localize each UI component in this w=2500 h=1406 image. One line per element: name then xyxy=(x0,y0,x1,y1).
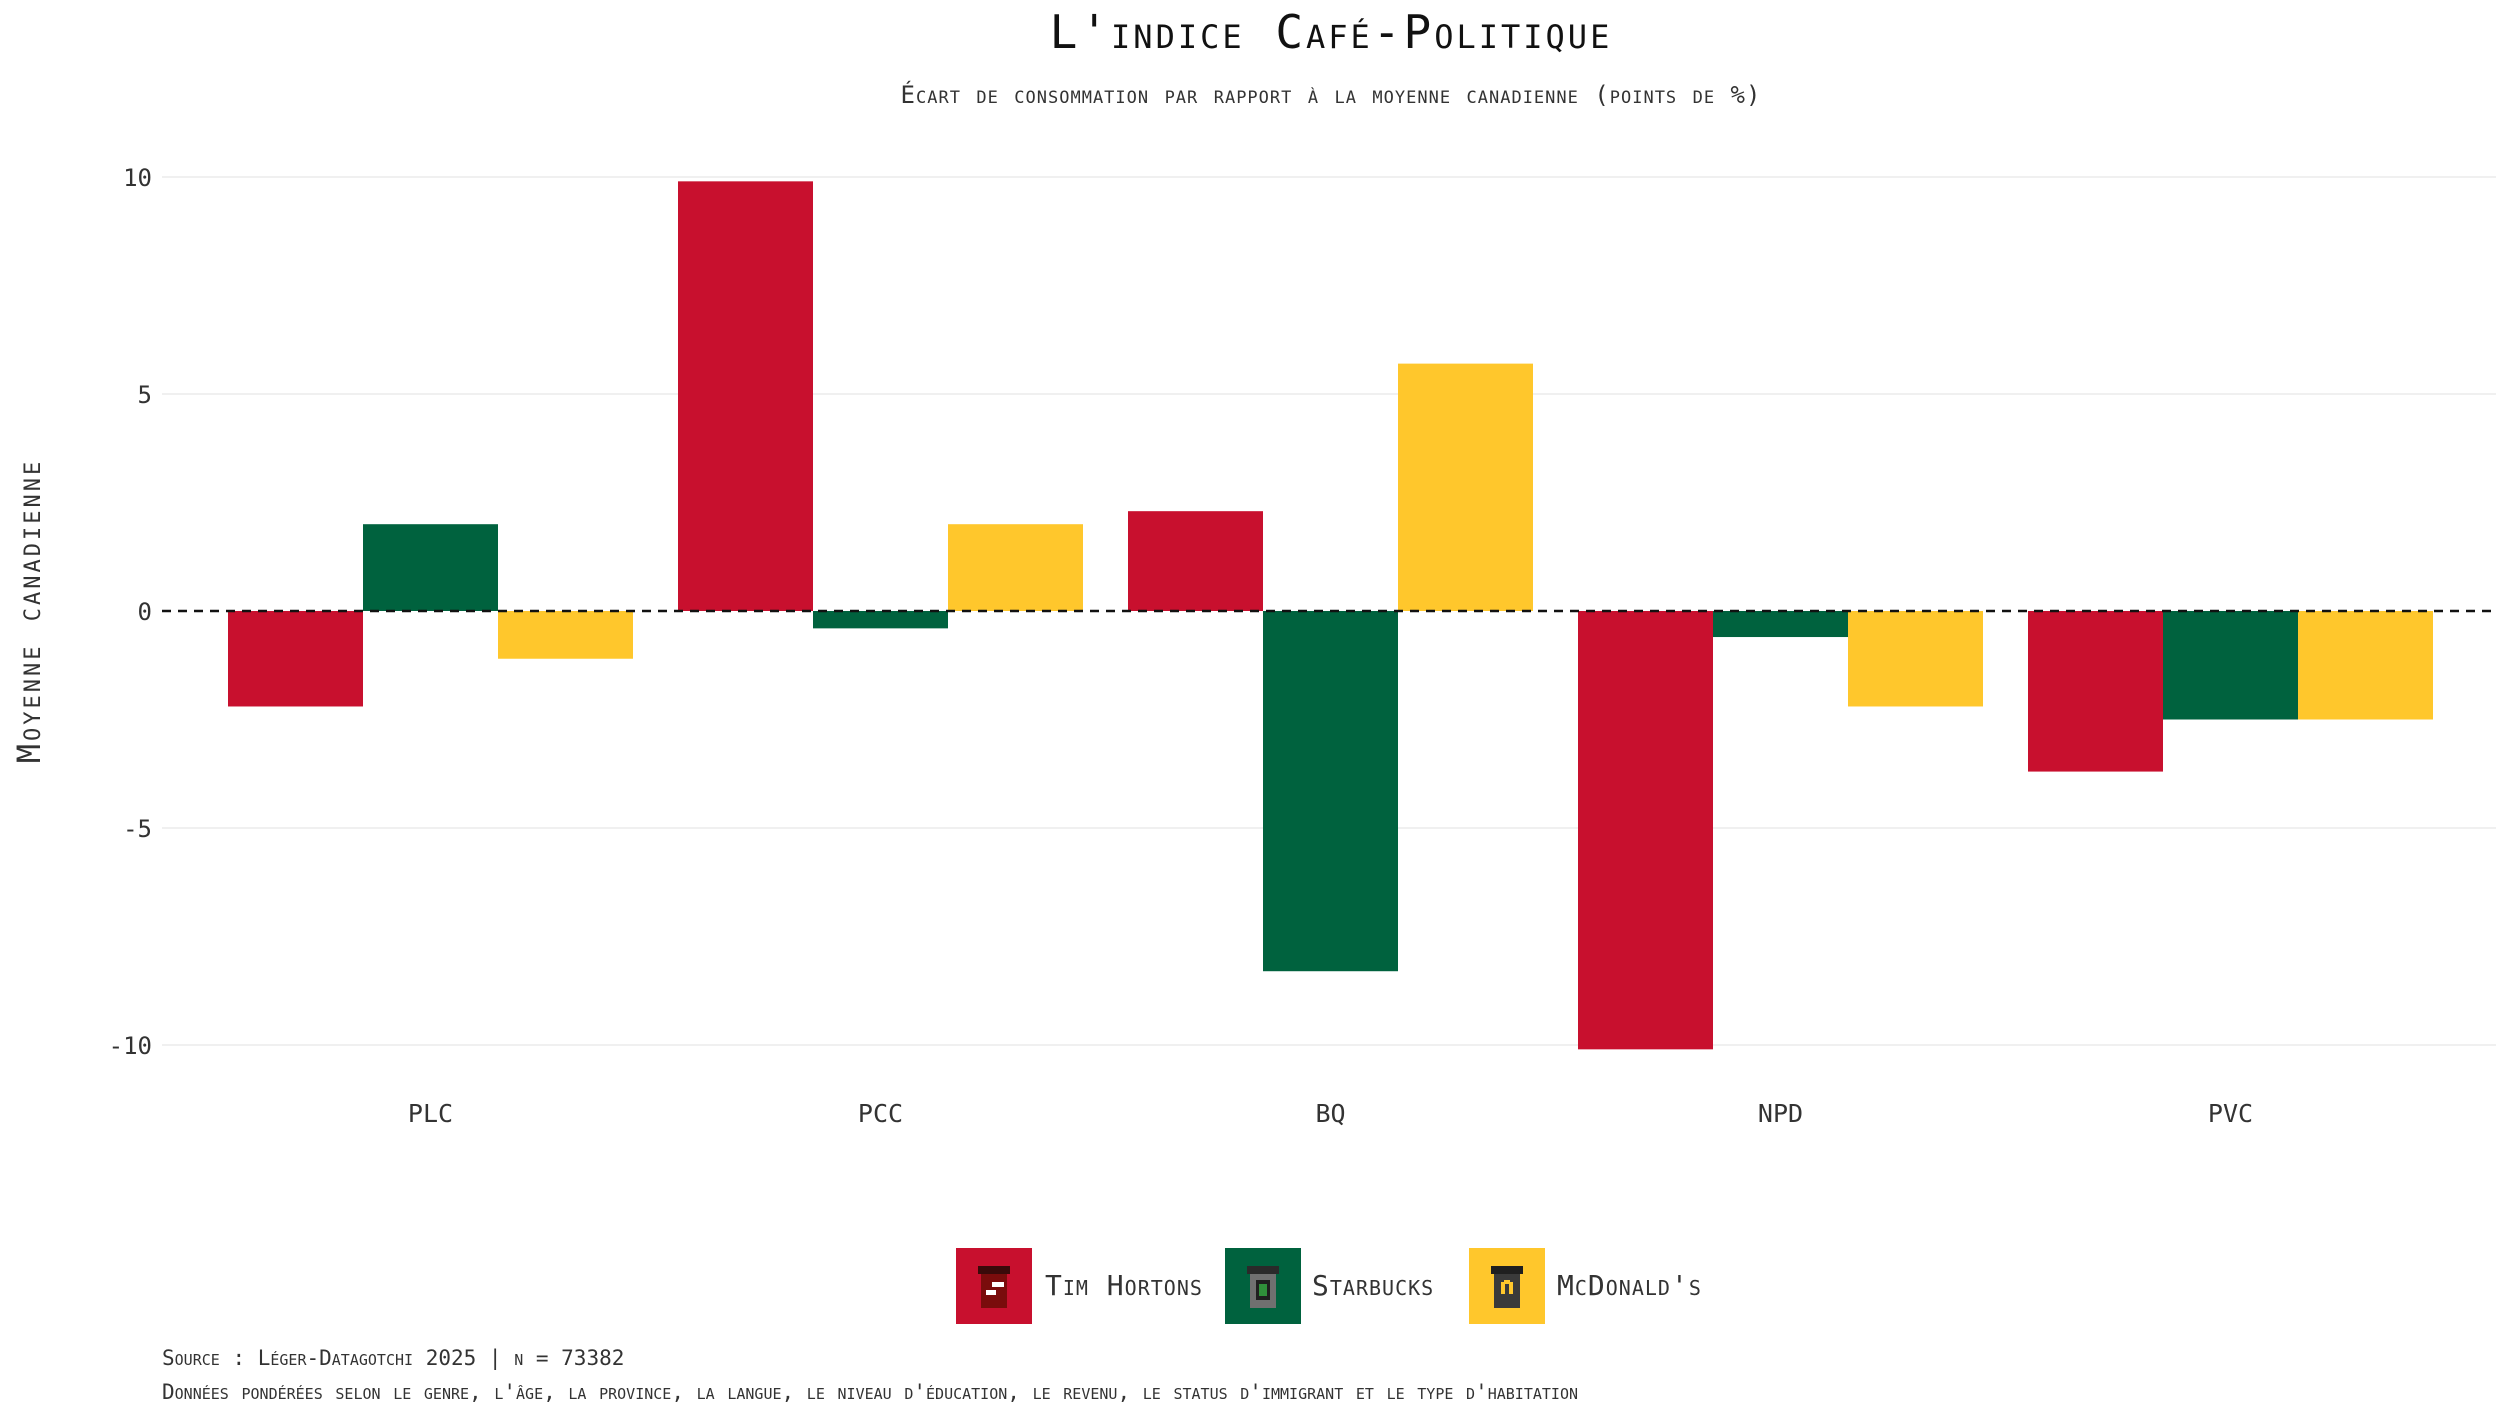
legend-item-tim-hortons: Tim Hortons xyxy=(956,1248,1203,1324)
legend-item-starbucks: Starbucks xyxy=(1225,1248,1434,1324)
starbucks-cup-icon xyxy=(1225,1248,1301,1324)
bar-npd-0 xyxy=(1578,611,1713,1050)
bar-pcc-2 xyxy=(948,524,1083,611)
category-label: PLC xyxy=(408,1099,453,1128)
category-labels: PLC PCC BQ NPD PVC xyxy=(408,1099,2253,1128)
mcdonalds-cup-icon xyxy=(1469,1248,1545,1324)
bar-plc-2 xyxy=(498,611,633,659)
tim-hortons-cup-icon xyxy=(956,1248,1032,1324)
category-label: PCC xyxy=(858,1099,903,1128)
legend-label-mcdonalds: McDonald's xyxy=(1557,1269,1702,1302)
y-tick-label: 10 xyxy=(123,164,152,192)
caption-note: Données pondérées selon le genre, l'âge,… xyxy=(162,1380,1578,1404)
y-tick-label: -10 xyxy=(109,1032,152,1060)
legend-label-tim-hortons: Tim Hortons xyxy=(1045,1269,1203,1302)
bar-pcc-0 xyxy=(678,181,813,611)
bar-plc-0 xyxy=(228,611,363,707)
legend-item-mcdonalds: McDonald's xyxy=(1469,1248,1702,1324)
category-label: PVC xyxy=(2208,1099,2253,1128)
y-tick-label: 0 xyxy=(138,598,152,626)
chart-subtitle: Écart de consommation par rapport à la m… xyxy=(901,80,1762,109)
category-label: BQ xyxy=(1315,1099,1345,1128)
bars xyxy=(228,181,2433,1050)
bar-bq-2 xyxy=(1398,363,1533,611)
y-tick-label: 5 xyxy=(138,381,152,409)
chart-title: L'indice Café-Politique xyxy=(1050,5,1613,59)
y-tick-labels: 10 5 0 -5 -10 xyxy=(109,164,152,1060)
legend: Tim Hortons Starbucks McDonald's xyxy=(956,1248,1702,1324)
bar-npd-1 xyxy=(1713,611,1848,638)
bar-pvc-0 xyxy=(2028,611,2163,772)
category-label: NPD xyxy=(1758,1099,1803,1128)
bar-bq-0 xyxy=(1128,511,1263,611)
bar-pcc-1 xyxy=(813,611,948,629)
y-tick-label: -5 xyxy=(123,815,152,843)
caption-source: Source : Léger-Datagotchi 2025 | n = 733… xyxy=(162,1346,624,1371)
bar-plc-1 xyxy=(363,524,498,611)
bar-bq-1 xyxy=(1263,611,1398,972)
legend-label-starbucks: Starbucks xyxy=(1312,1269,1434,1302)
y-axis-label: Moyenne canadienne xyxy=(10,459,48,763)
bar-npd-2 xyxy=(1848,611,1983,707)
bar-pvc-1 xyxy=(2163,611,2298,720)
bar-pvc-2 xyxy=(2298,611,2433,720)
